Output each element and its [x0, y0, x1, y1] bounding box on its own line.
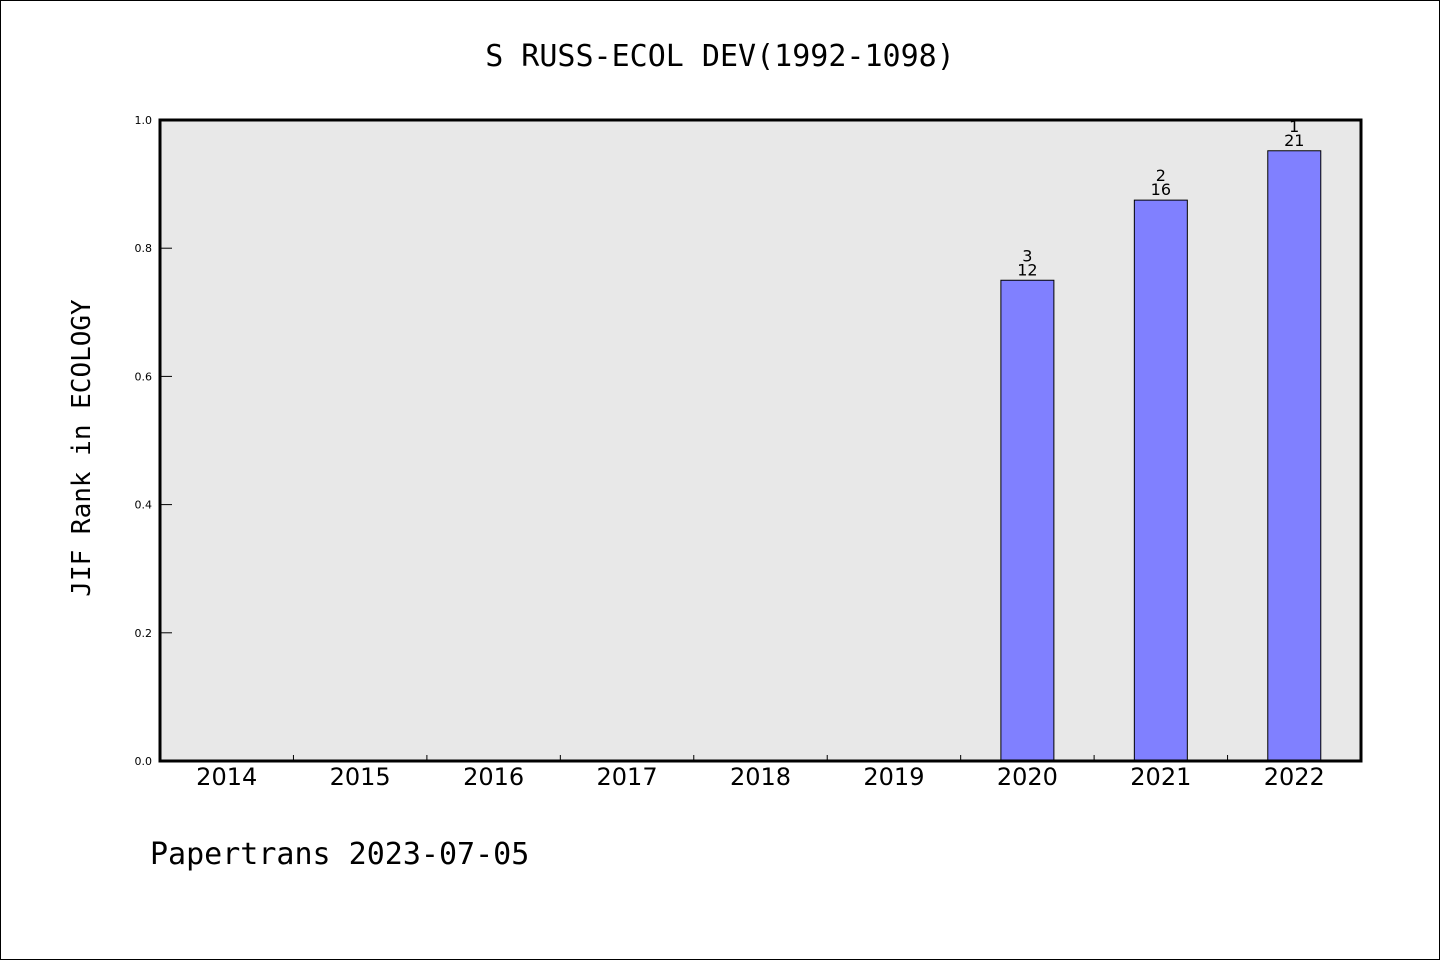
plot-border [158, 118, 1363, 763]
y-axis-label: JIF Rank in ECOLOGY [67, 299, 97, 597]
y-axis-ticks: 0.0 0.2 0.4 0.6 0.8 1.0 [135, 114, 172, 768]
y-tick-label: 1.0 [135, 114, 153, 127]
y-tick-label: 0.4 [135, 499, 153, 512]
bar-2022 [1267, 150, 1322, 762]
y-tick-label: 0.6 [135, 370, 153, 383]
y-tick-label: 0.8 [135, 242, 153, 255]
bar-count-label: 12 [1017, 260, 1037, 279]
x-tick-label: 2018 [730, 763, 791, 791]
bar-rank-label: 1 [1289, 117, 1299, 136]
footer-credit: Papertrans 2023-07-05 [150, 837, 529, 872]
x-tick-label: 2021 [1130, 763, 1191, 791]
x-tick-label: 2022 [1264, 763, 1325, 791]
x-tick-label: 2016 [463, 763, 524, 791]
bar-count-label: 21 [1284, 131, 1304, 150]
bars: 123 162 211 [1000, 117, 1322, 762]
chart-title: S RUSS-ECOL DEV(1992-1098) [485, 39, 955, 74]
bar-count-label: 16 [1151, 180, 1171, 199]
y-tick-label: 0.2 [135, 627, 153, 640]
bar-2020 [1000, 279, 1055, 762]
x-tick-label: 2020 [997, 763, 1058, 791]
bar-2021 [1133, 199, 1188, 762]
bar-rank-label: 3 [1022, 246, 1032, 265]
x-axis-ticks: 2014 2015 2016 2017 2018 2019 2020 2021 2022 [196, 755, 1325, 791]
x-tick-label: 2019 [863, 763, 924, 791]
x-tick-label: 2014 [196, 763, 257, 791]
bar-rank-label: 2 [1156, 166, 1166, 185]
y-tick-label: 0.0 [135, 755, 153, 768]
x-tick-label: 2017 [597, 763, 658, 791]
x-tick-label: 2015 [330, 763, 391, 791]
